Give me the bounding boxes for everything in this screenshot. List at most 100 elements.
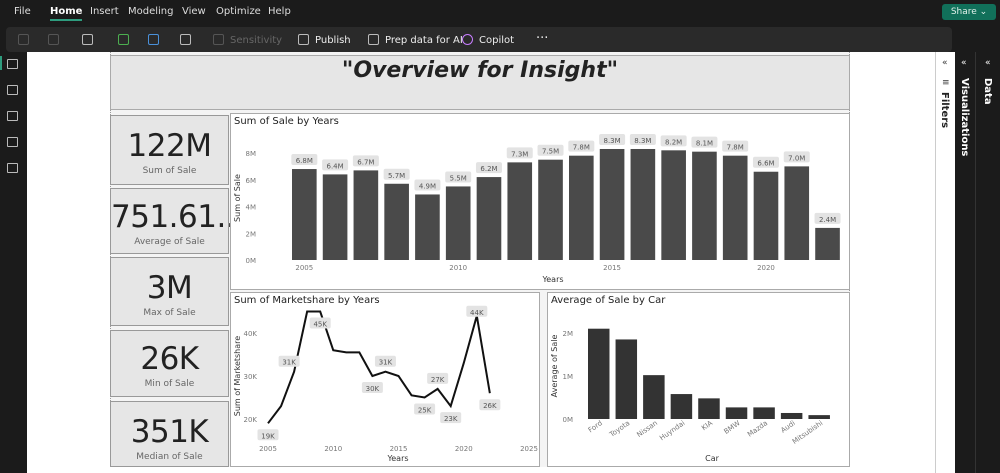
chart-title: Sum of Marketshare by Years: [234, 295, 380, 306]
bar: [815, 227, 840, 260]
data-label: 44K: [470, 309, 484, 317]
kpi-card-max[interactable]: 3M Max of Sale: [110, 257, 229, 326]
x-tick-label: 2020: [455, 445, 473, 453]
filters-pane[interactable]: « ≡ Filters: [935, 52, 955, 473]
filter-icon: ≡: [942, 78, 950, 88]
data-label: 6.6M: [757, 160, 774, 168]
collapse-chevron-icon[interactable]: «: [961, 58, 967, 68]
share-button[interactable]: Share ⌄: [942, 4, 996, 20]
bar: [630, 148, 656, 260]
data-label: 6.7M: [357, 158, 374, 166]
data-label-bg: [352, 155, 379, 167]
kpi-value: 351K: [130, 414, 209, 450]
x-tick-label: 2015: [390, 445, 408, 453]
menu-help[interactable]: Help: [268, 6, 291, 17]
data-label-bg: [414, 403, 436, 415]
y-tick-label: 0M: [246, 257, 257, 265]
data-pane[interactable]: « Data: [976, 52, 1000, 473]
data-label-bg: [660, 135, 687, 147]
x-tick-label: Mitsubishi: [791, 419, 824, 446]
bar: [322, 174, 348, 260]
model-view-icon[interactable]: [7, 111, 18, 121]
bar: [588, 328, 610, 419]
copilot-button[interactable]: Copilot: [462, 34, 514, 46]
sensitivity-button[interactable]: Sensitivity: [213, 34, 282, 46]
bar: [599, 148, 625, 260]
copilot-icon: [462, 34, 473, 45]
table-view-icon[interactable]: [7, 85, 18, 95]
y-axis-title: Sum of Sale: [233, 174, 242, 222]
publish-button[interactable]: Publish: [298, 34, 351, 46]
prep-data-button[interactable]: Prep data for AI: [368, 34, 463, 46]
data-label: 19K: [261, 432, 275, 440]
prep-data-label: Prep data for AI: [385, 35, 463, 46]
paste-icon[interactable]: [18, 34, 35, 46]
data-label-bg: [257, 429, 279, 441]
collapse-chevron-icon[interactable]: «: [985, 58, 991, 68]
data-label-bg: [783, 151, 810, 163]
dax-query-icon[interactable]: [7, 137, 18, 147]
menu-home[interactable]: Home: [50, 6, 83, 21]
data-label-bg: [445, 171, 472, 183]
data-label: 27K: [431, 376, 445, 384]
menu-file[interactable]: File: [14, 6, 31, 17]
data-label: 7.5M: [542, 148, 559, 156]
data-label: 6.4M: [327, 162, 344, 170]
y-tick-label: 2M: [246, 230, 257, 238]
y-tick-label: 1M: [563, 373, 574, 381]
calculator-icon[interactable]: [180, 34, 197, 46]
kpi-label: Average of Sale: [134, 237, 205, 247]
bar: [753, 171, 779, 260]
data-label: Data: [982, 78, 993, 105]
y-tick-label: 6M: [246, 177, 257, 185]
more-options-button[interactable]: ···: [536, 31, 549, 46]
get-data-icon[interactable]: [82, 34, 99, 46]
bar: [643, 375, 665, 419]
menu-view[interactable]: View: [182, 6, 206, 17]
tmdl-view-icon[interactable]: [7, 163, 18, 173]
x-tick-label: 2025: [520, 445, 538, 453]
bar: [353, 170, 379, 260]
data-label-bg: [599, 133, 626, 145]
format-painter-icon[interactable]: [48, 34, 65, 46]
new-visual-icon[interactable]: [148, 34, 165, 46]
data-label: 4.9M: [419, 182, 436, 190]
data-label: 2.4M: [819, 216, 836, 224]
visualizations-pane[interactable]: « Visualizations: [955, 52, 976, 473]
x-tick-label: Huyndai: [658, 419, 686, 442]
data-label: 6.2M: [480, 165, 497, 173]
data-label: 5.5M: [450, 174, 467, 182]
menu-optimize[interactable]: Optimize: [216, 6, 261, 17]
bar: [698, 398, 720, 419]
report-view-icon[interactable]: [7, 59, 18, 69]
y-tick-label: 2M: [563, 330, 574, 338]
kpi-value: 751.61...: [111, 199, 245, 235]
kpi-card-median[interactable]: 351K Median of Sale: [110, 401, 229, 467]
kpi-card-sum[interactable]: 122M Sum of Sale: [110, 115, 229, 185]
x-tick-label: Audi: [779, 419, 796, 435]
publish-label: Publish: [315, 35, 351, 46]
data-label: 25K: [418, 407, 432, 415]
prep-data-icon: [368, 34, 379, 45]
refresh-icon[interactable]: [118, 34, 135, 46]
data-label-bg: [568, 140, 595, 152]
data-label-bg: [291, 154, 318, 166]
y-tick-label: 20K: [244, 416, 258, 424]
bar: [415, 194, 440, 260]
menu-modeling[interactable]: Modeling: [128, 6, 174, 17]
bar: [615, 339, 638, 419]
data-label: 6.8M: [296, 157, 313, 165]
data-label-bg: [752, 156, 779, 168]
kpi-label: Median of Sale: [136, 452, 203, 462]
collapse-chevron-icon[interactable]: «: [942, 58, 948, 68]
kpi-card-min[interactable]: 26K Min of Sale: [110, 330, 229, 397]
menu-insert[interactable]: Insert: [90, 6, 119, 17]
data-label-bg: [814, 212, 841, 224]
kpi-value: 26K: [140, 341, 199, 377]
kpi-card-average[interactable]: 751.61... Average of Sale: [110, 188, 245, 254]
data-label: 8.1M: [696, 140, 713, 148]
y-tick-label: 4M: [246, 204, 257, 212]
kpi-label: Min of Sale: [144, 379, 195, 389]
y-tick-label: 8M: [246, 150, 257, 158]
